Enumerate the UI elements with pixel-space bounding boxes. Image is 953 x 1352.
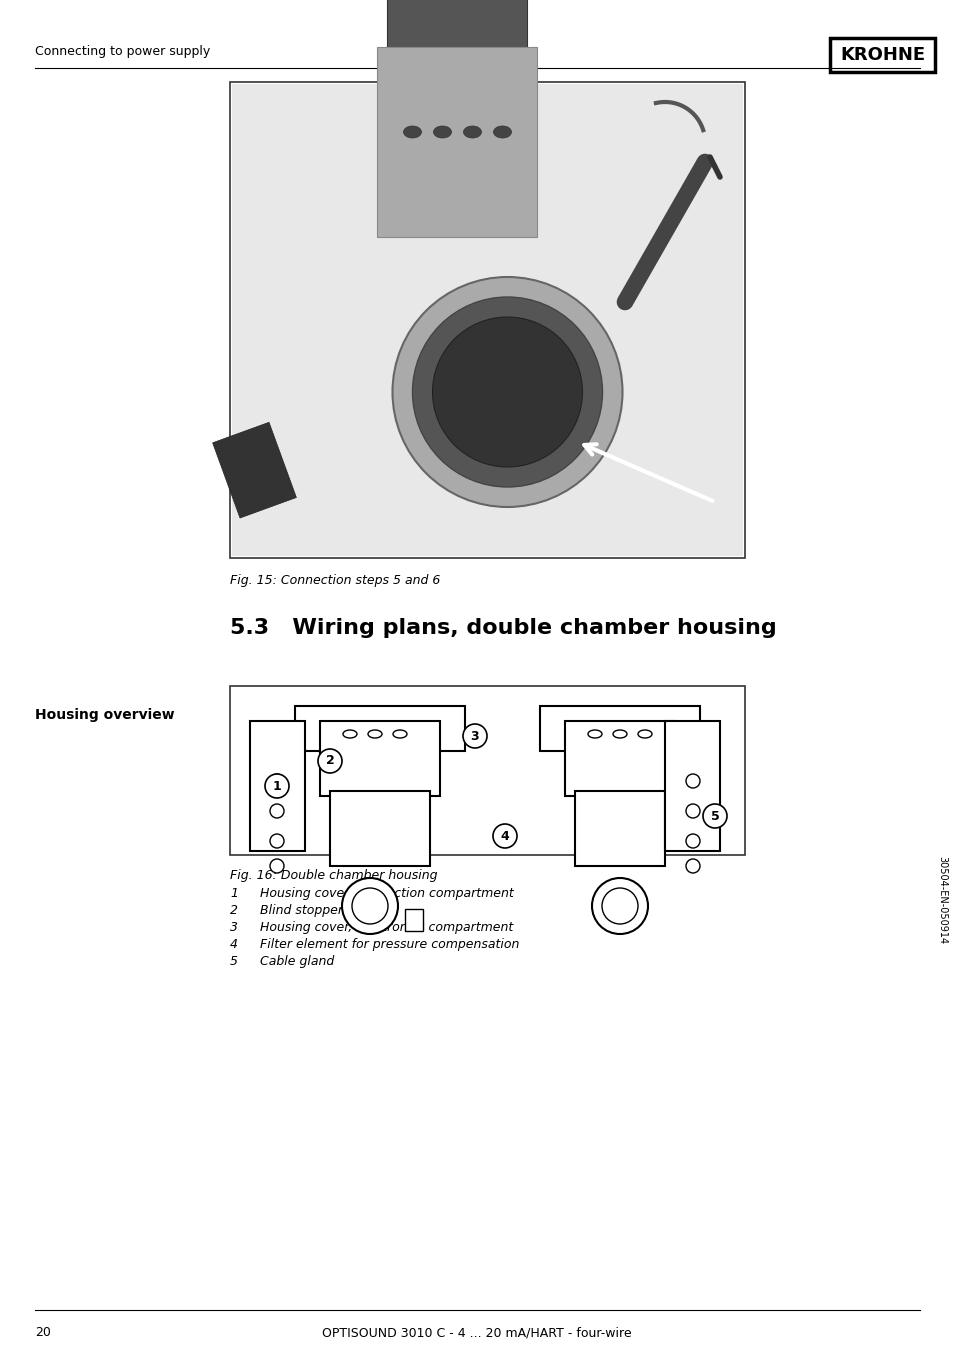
Bar [377,47,537,237]
Bar [405,909,422,932]
Bar [232,84,742,556]
Bar [213,422,296,518]
Bar [294,706,464,750]
Ellipse shape [613,730,626,738]
Ellipse shape [393,730,407,738]
Circle shape [270,804,284,818]
Bar [575,791,664,867]
Circle shape [270,859,284,873]
Circle shape [685,834,700,848]
Text: 4: 4 [230,938,237,950]
Text: 1: 1 [273,780,281,792]
Circle shape [601,888,638,923]
Circle shape [270,834,284,848]
Bar [829,38,934,72]
Ellipse shape [433,126,451,138]
Text: 5: 5 [710,810,719,822]
Ellipse shape [638,730,651,738]
Text: 3: 3 [230,921,237,934]
Bar [230,685,744,854]
Bar [539,706,700,750]
Circle shape [685,804,700,818]
Bar [387,0,527,112]
Ellipse shape [368,730,381,738]
Bar [232,688,742,853]
Ellipse shape [403,126,421,138]
Circle shape [462,725,486,748]
Text: 20: 20 [35,1326,51,1340]
Text: Connecting to power supply: Connecting to power supply [35,46,210,58]
Bar [230,82,744,558]
Text: Housing cover, connection compartment: Housing cover, connection compartment [260,887,514,900]
Bar [319,721,439,796]
Text: Housing overview: Housing overview [35,708,174,722]
Text: KROHNE: KROHNE [839,46,924,64]
Bar [664,721,720,850]
Ellipse shape [343,730,356,738]
Circle shape [432,316,582,466]
Ellipse shape [493,126,511,138]
Bar [564,721,675,796]
Circle shape [493,823,517,848]
Text: 3: 3 [470,730,478,742]
Text: OPTISOUND 3010 C - 4 ... 20 mA/HART - four-wire: OPTISOUND 3010 C - 4 ... 20 mA/HART - fo… [322,1326,631,1340]
Circle shape [270,773,284,788]
Circle shape [352,888,388,923]
Circle shape [317,749,341,773]
Text: Filter element for pressure compensation: Filter element for pressure compensation [260,938,518,950]
Text: Fig. 15: Connection steps 5 and 6: Fig. 15: Connection steps 5 and 6 [230,575,440,587]
Circle shape [392,277,622,507]
Circle shape [412,297,602,487]
Text: 1: 1 [230,887,237,900]
Text: 2: 2 [325,754,334,768]
Text: Fig. 16: Double chamber housing: Fig. 16: Double chamber housing [230,869,437,882]
Circle shape [702,804,726,827]
Circle shape [341,877,397,934]
Text: 2: 2 [230,904,237,917]
Text: Housing cover, electronics compartment: Housing cover, electronics compartment [260,921,513,934]
Circle shape [685,773,700,788]
Text: 30504-EN-050914: 30504-EN-050914 [936,856,946,944]
Text: Cable gland: Cable gland [260,955,334,968]
Text: 5: 5 [230,955,237,968]
Text: 4: 4 [500,830,509,842]
Circle shape [592,877,647,934]
Ellipse shape [587,730,601,738]
Circle shape [685,859,700,873]
Bar [250,721,305,850]
Ellipse shape [463,126,481,138]
Text: 5.3   Wiring plans, double chamber housing: 5.3 Wiring plans, double chamber housing [230,618,776,638]
Bar [330,791,430,867]
Text: Blind stopper: Blind stopper [260,904,343,917]
Circle shape [265,773,289,798]
